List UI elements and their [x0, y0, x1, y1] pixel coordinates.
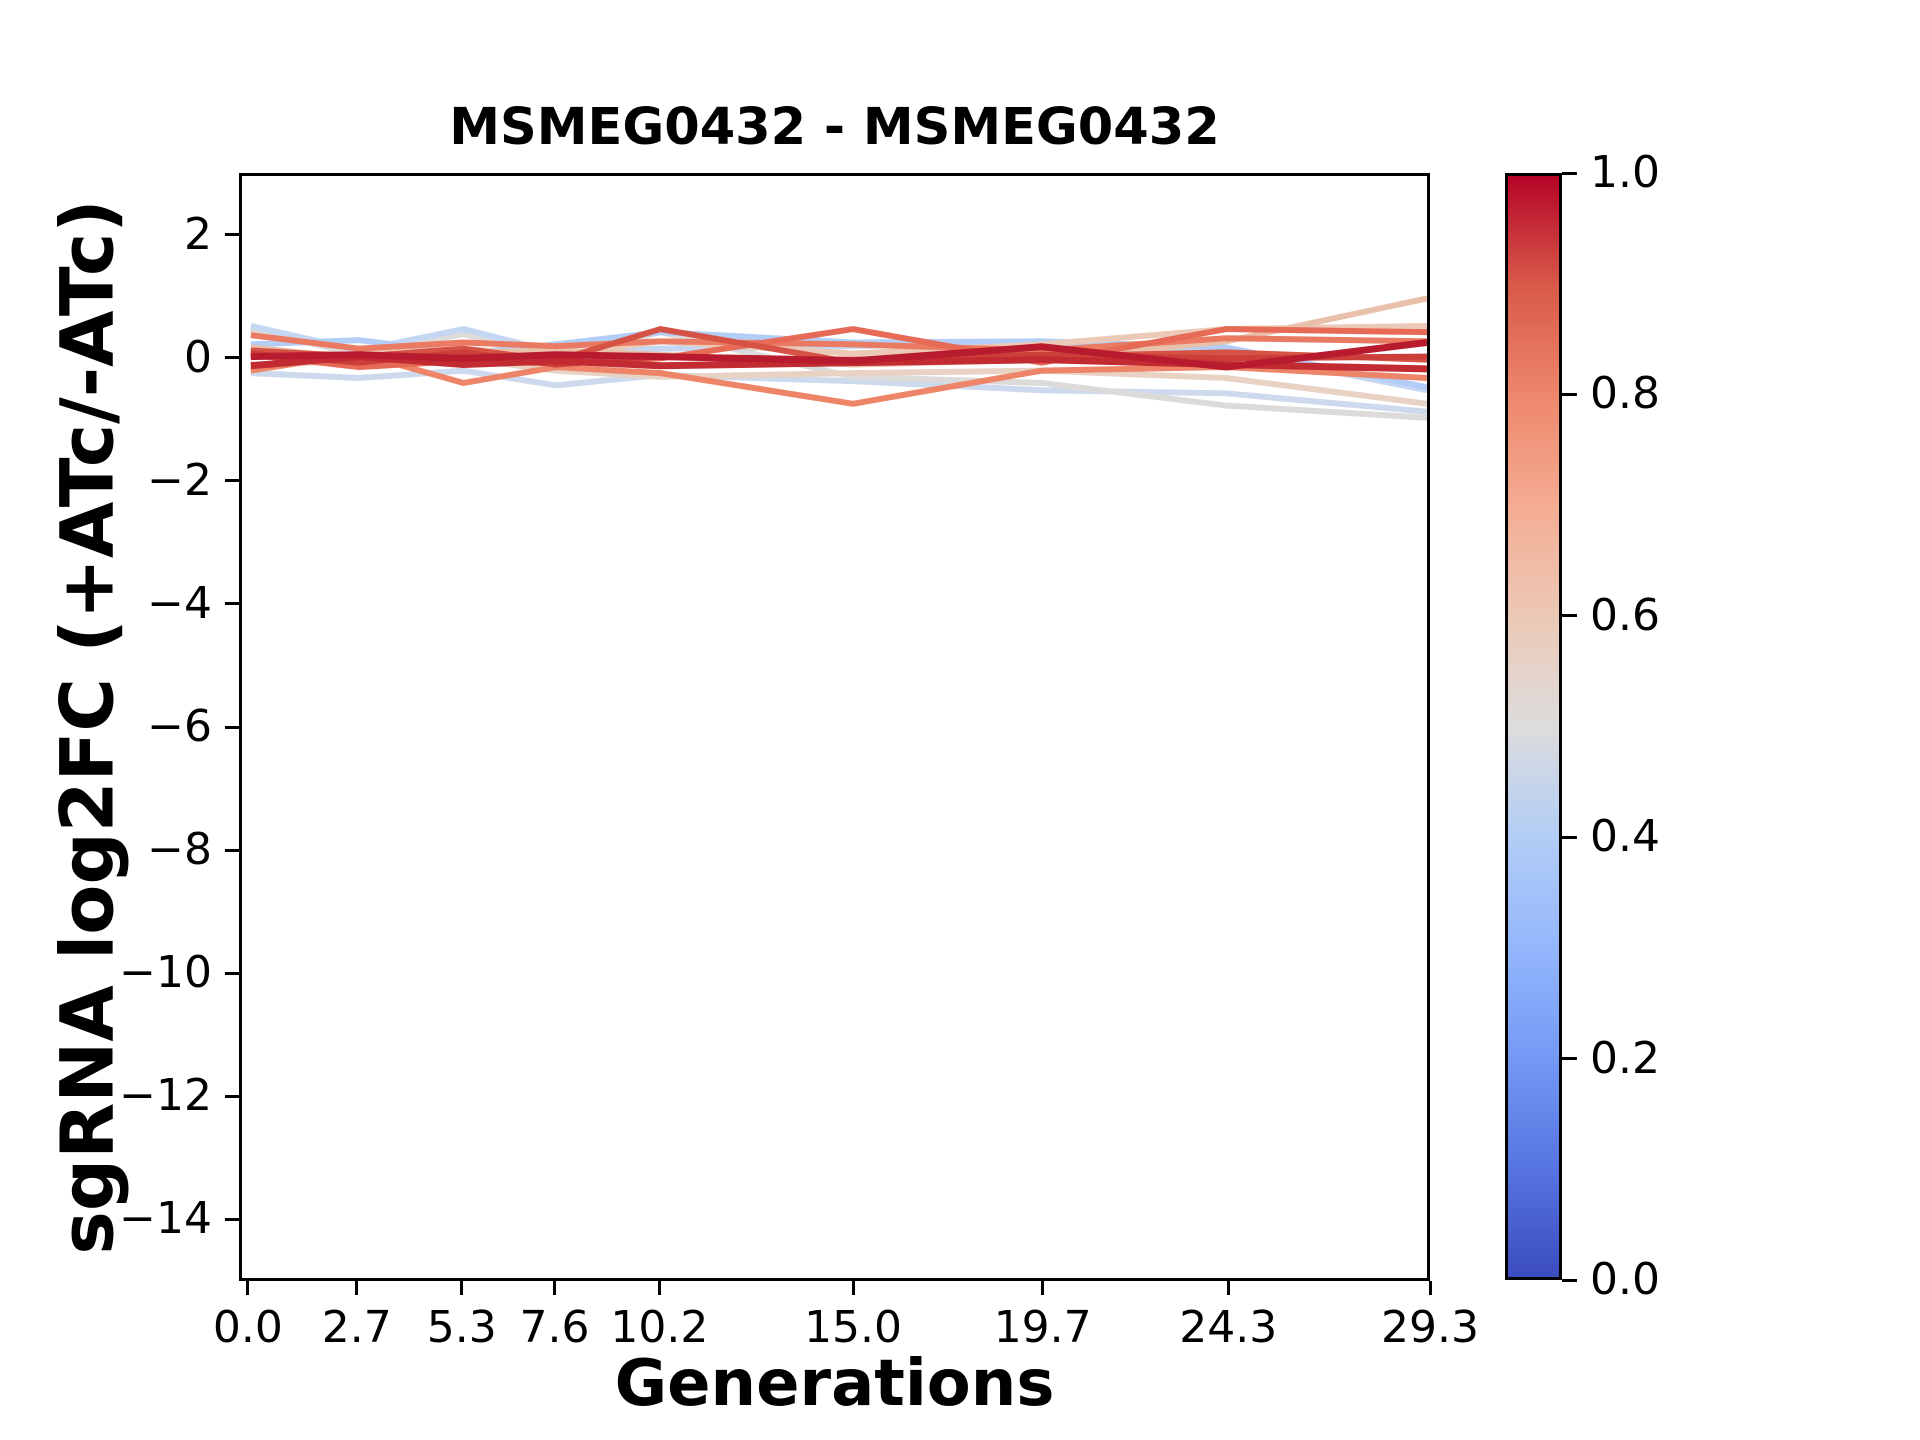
y-tick-mark	[225, 971, 239, 975]
colorbar-tick-mark	[1562, 392, 1577, 396]
y-tick-label: −2	[147, 454, 212, 506]
y-tick-mark	[225, 1094, 239, 1098]
x-tick-mark	[1226, 1281, 1230, 1295]
x-tick-label: 19.7	[993, 1302, 1092, 1353]
y-tick-label: 2	[184, 208, 212, 260]
colorbar-tick-label: 0.8	[1590, 368, 1660, 420]
colorbar-tick-label: 1.0	[1590, 147, 1660, 198]
y-tick-mark	[225, 725, 239, 729]
x-tick-label: 7.6	[519, 1302, 590, 1353]
colorbar-tick-mark	[1562, 835, 1577, 839]
x-tick-mark	[553, 1281, 556, 1295]
y-tick-label: −4	[147, 577, 212, 629]
colorbar-tick-label: 0.6	[1590, 589, 1660, 641]
y-tick-label: −10	[119, 947, 212, 999]
x-tick-mark	[460, 1281, 464, 1295]
y-tick-label: 0	[184, 331, 212, 383]
colorbar-tick-label: 0.0	[1590, 1254, 1660, 1305]
x-tick-label: 0.0	[212, 1302, 283, 1353]
y-tick-mark	[225, 479, 239, 483]
x-tick-mark	[657, 1281, 661, 1295]
x-tick-label: 29.3	[1381, 1302, 1479, 1353]
colorbar	[1505, 173, 1562, 1280]
y-tick-mark	[225, 233, 239, 237]
x-tick-mark	[1428, 1281, 1432, 1295]
x-tick-label: 15.0	[804, 1302, 903, 1353]
x-tick-label: 10.2	[610, 1302, 709, 1353]
y-tick-label: −6	[147, 701, 212, 752]
colorbar-tick-mark	[1562, 171, 1577, 175]
plot-title: MSMEG0432 - MSMEG0432	[449, 98, 1220, 157]
y-tick-label: −14	[119, 1193, 212, 1245]
data-lines-svg	[250, 295, 1427, 421]
x-axis-label: Generations	[614, 1347, 1055, 1421]
y-tick-mark	[225, 1217, 239, 1221]
y-tick-label: −8	[147, 824, 212, 876]
y-tick-mark	[225, 848, 239, 852]
y-tick-mark	[225, 356, 239, 360]
x-tick-mark	[355, 1281, 359, 1295]
y-tick-label: −12	[119, 1070, 212, 1122]
x-tick-label: 5.3	[426, 1302, 497, 1353]
colorbar-tick-label: 0.4	[1590, 811, 1660, 863]
x-tick-mark	[1041, 1281, 1045, 1295]
plot-area	[239, 173, 1430, 1281]
x-tick-mark	[246, 1281, 250, 1295]
sgrna-line-line-1	[250, 339, 1427, 371]
x-tick-label: 2.7	[321, 1302, 392, 1353]
y-tick-mark	[225, 602, 239, 606]
colorbar-tick-mark	[1562, 614, 1577, 618]
x-tick-label: 24.3	[1179, 1302, 1278, 1353]
colorbar-tick-mark	[1562, 1057, 1577, 1061]
colorbar-tick-label: 0.2	[1590, 1032, 1660, 1084]
colorbar-tick-mark	[1562, 1278, 1577, 1282]
x-tick-mark	[851, 1281, 855, 1295]
